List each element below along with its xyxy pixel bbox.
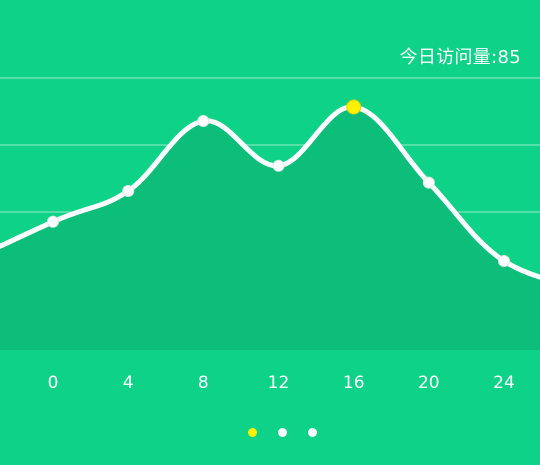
page-dot-2[interactable] (278, 428, 287, 437)
data-point (197, 115, 210, 127)
page-indicator (0, 426, 540, 440)
series-area (0, 106, 540, 350)
data-points (47, 99, 510, 267)
data-point (422, 176, 435, 189)
data-point (272, 159, 285, 172)
data-point (47, 215, 59, 228)
x-axis-ticks: 0 4 8 12 16 20 24 (48, 373, 515, 393)
x-tick-label: 4 (123, 373, 134, 393)
x-tick-label: 12 (268, 373, 290, 393)
x-tick-label: 24 (493, 373, 515, 393)
page-dot-3[interactable] (308, 428, 317, 437)
visit-count-value: 85 (497, 47, 521, 68)
visit-count-separator: : (491, 47, 498, 68)
page-dot-1[interactable] (248, 428, 257, 437)
x-tick-label: 0 (48, 373, 59, 393)
visit-count-title: 今日访问量 (399, 47, 492, 68)
data-point (122, 185, 135, 197)
visit-count-label: 今日访问量:85 (400, 43, 521, 69)
highlighted-data-point (346, 99, 362, 115)
data-point (498, 255, 510, 267)
x-tick-label: 16 (343, 373, 365, 393)
x-tick-label: 8 (198, 373, 209, 393)
x-tick-label: 20 (418, 373, 440, 393)
